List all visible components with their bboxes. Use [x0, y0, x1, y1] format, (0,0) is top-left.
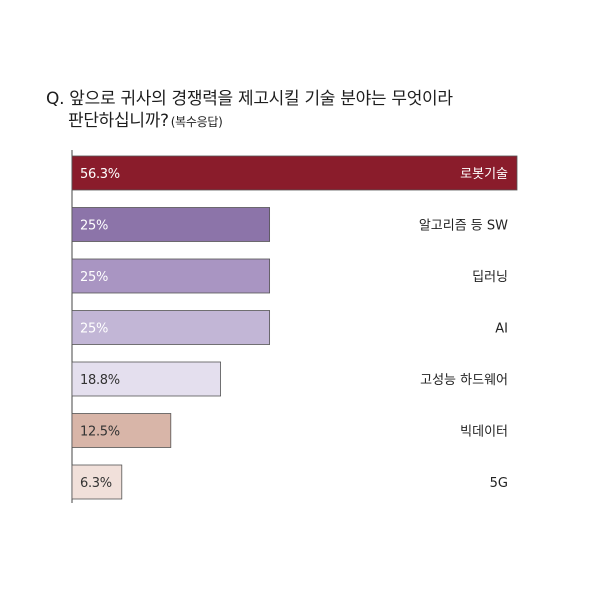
- value-label-3: 25%: [80, 322, 108, 337]
- bar-6: [71, 464, 123, 500]
- bar-4: [71, 361, 221, 397]
- bar-0: [71, 155, 518, 191]
- category-label-2: 딥러닝: [472, 270, 508, 285]
- category-label-1: 알고리즘 등 SW: [419, 219, 508, 234]
- title-line-1: Q. 앞으로 귀사의 경쟁력을 제고시킬 기술 분야는 무엇이라: [46, 89, 453, 109]
- chart-title: Q. 앞으로 귀사의 경쟁력을 제고시킬 기술 분야는 무엇이라 판단하십니까?…: [46, 88, 566, 133]
- value-label-0: 56.3%: [80, 167, 120, 182]
- category-label-5: 빅데이터: [460, 425, 508, 440]
- bar-5: [71, 413, 172, 448]
- title-question: 판단하십니까?: [68, 111, 169, 131]
- value-label-5: 12.5%: [80, 425, 120, 440]
- category-label-3: AI: [495, 322, 508, 337]
- bar-1: [71, 207, 271, 242]
- category-label-6: 5G: [490, 476, 508, 491]
- category-label-0: 로봇기술: [460, 167, 508, 182]
- bar-2: [71, 258, 271, 294]
- value-label-1: 25%: [80, 219, 108, 234]
- bar-3: [71, 310, 271, 345]
- category-label-4: 고성능 하드웨어: [420, 373, 508, 388]
- title-note: (복수응답): [170, 115, 223, 129]
- value-label-6: 6.3%: [80, 476, 112, 491]
- title-line-2: 판단하십니까? (복수응답): [68, 110, 566, 133]
- value-label-2: 25%: [80, 270, 108, 285]
- value-label-4: 18.8%: [80, 373, 120, 388]
